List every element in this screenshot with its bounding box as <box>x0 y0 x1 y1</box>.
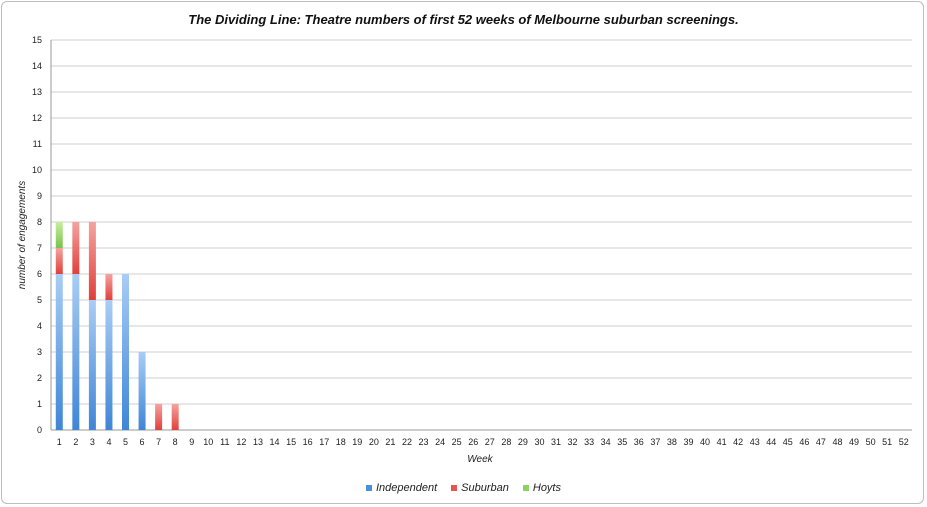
x-tick-label: 5 <box>123 437 128 447</box>
y-tick-label: 3 <box>37 347 42 357</box>
x-tick-label: 31 <box>551 437 561 447</box>
x-tick-label: 10 <box>203 437 213 447</box>
x-tick-label: 29 <box>518 437 528 447</box>
y-tick-label: 9 <box>37 191 42 201</box>
x-tick-label: 27 <box>485 437 495 447</box>
x-tick-label: 3 <box>90 437 95 447</box>
x-tick-label: 8 <box>173 437 178 447</box>
legend-swatch-independent <box>365 485 372 491</box>
x-tick-label: 47 <box>816 437 826 447</box>
x-tick-label: 18 <box>336 437 346 447</box>
y-tick-label: 13 <box>32 87 42 97</box>
x-tick-label: 30 <box>534 437 544 447</box>
x-tick-label: 44 <box>766 437 776 447</box>
x-tick-label: 45 <box>783 437 793 447</box>
y-tick-label: 1 <box>37 399 42 409</box>
y-tick-label: 10 <box>32 165 42 175</box>
x-tick-label: 9 <box>189 437 194 447</box>
legend-item-hoyts: Hoyts <box>522 482 561 494</box>
x-tick-label: 37 <box>650 437 660 447</box>
x-tick-label: 4 <box>106 437 111 447</box>
x-tick-label: 28 <box>501 437 511 447</box>
x-tick-label: 24 <box>435 437 445 447</box>
x-tick-label: 26 <box>468 437 478 447</box>
x-tick-label: 21 <box>385 437 395 447</box>
x-tick-label: 6 <box>140 437 145 447</box>
y-tick-label: 0 <box>37 425 42 435</box>
x-tick-label: 52 <box>899 437 909 447</box>
y-tick-label: 7 <box>37 243 42 253</box>
x-tick-label: 12 <box>236 437 246 447</box>
legend-label-hoyts: Hoyts <box>532 482 561 494</box>
chart-legend: Independent Suburban Hoyts <box>0 482 927 494</box>
legend-label-independent: Independent <box>375 482 438 494</box>
x-tick-label: 39 <box>683 437 693 447</box>
x-tick-label: 40 <box>700 437 710 447</box>
x-tick-label: 50 <box>866 437 876 447</box>
x-tick-label: 38 <box>667 437 677 447</box>
x-tick-label: 19 <box>352 437 362 447</box>
legend-item-independent: Independent <box>365 482 438 494</box>
bar-suburban-week-7 <box>155 404 163 430</box>
bar-hoyts-week-1 <box>55 222 63 248</box>
legend-swatch-hoyts <box>522 485 529 491</box>
bar-suburban-week-2 <box>72 222 80 274</box>
x-tick-label: 11 <box>220 437 229 447</box>
legend-item-suburban: Suburban <box>451 482 509 494</box>
x-tick-label: 34 <box>601 437 611 447</box>
x-tick-label: 2 <box>73 437 78 447</box>
bar-independent-week-3 <box>88 300 96 430</box>
bar-suburban-week-3 <box>88 222 96 300</box>
x-tick-label: 41 <box>717 437 727 447</box>
bar-independent-week-4 <box>105 300 113 430</box>
x-axis-label: Week <box>467 454 493 465</box>
x-tick-label: 43 <box>750 437 760 447</box>
y-tick-label: 4 <box>37 321 42 331</box>
bar-independent-week-5 <box>122 274 130 430</box>
x-tick-label: 48 <box>832 437 842 447</box>
x-tick-label: 16 <box>303 437 313 447</box>
bar-independent-week-1 <box>55 274 63 430</box>
chart-title: The Dividing Line: Theatre numbers of fi… <box>188 12 739 27</box>
y-tick-label: 2 <box>37 373 42 383</box>
x-tick-label: 17 <box>319 437 329 447</box>
bar-independent-week-2 <box>72 274 80 430</box>
y-tick-label: 11 <box>33 139 42 149</box>
x-tick-label: 15 <box>286 437 296 447</box>
y-tick-label: 14 <box>32 61 42 71</box>
x-tick-label: 7 <box>156 437 161 447</box>
x-tick-label: 23 <box>419 437 429 447</box>
legend-swatch-suburban <box>451 485 458 491</box>
bar-suburban-week-8 <box>171 404 179 430</box>
x-tick-label: 20 <box>369 437 379 447</box>
bar-suburban-week-4 <box>105 274 113 300</box>
x-tick-label: 14 <box>270 437 280 447</box>
x-tick-label: 1 <box>57 437 62 447</box>
x-tick-label: 51 <box>882 437 892 447</box>
legend-label-suburban: Suburban <box>461 482 509 494</box>
y-tick-label: 8 <box>37 217 42 227</box>
x-tick-label: 35 <box>617 437 627 447</box>
x-tick-label: 32 <box>568 437 578 447</box>
x-tick-label: 49 <box>849 437 859 447</box>
y-axis-label: number of engagements <box>17 181 28 289</box>
x-tick-label: 36 <box>634 437 644 447</box>
y-tick-label: 5 <box>37 295 42 305</box>
x-tick-label: 33 <box>584 437 594 447</box>
y-tick-label: 12 <box>32 113 42 123</box>
x-tick-label: 22 <box>402 437 412 447</box>
y-tick-label: 15 <box>32 35 42 45</box>
x-tick-label: 25 <box>452 437 462 447</box>
x-tick-label: 13 <box>253 437 263 447</box>
y-tick-label: 6 <box>37 269 42 279</box>
bar-suburban-week-1 <box>55 248 63 274</box>
x-tick-label: 42 <box>733 437 743 447</box>
x-tick-label: 46 <box>799 437 809 447</box>
bar-independent-week-6 <box>138 352 146 430</box>
